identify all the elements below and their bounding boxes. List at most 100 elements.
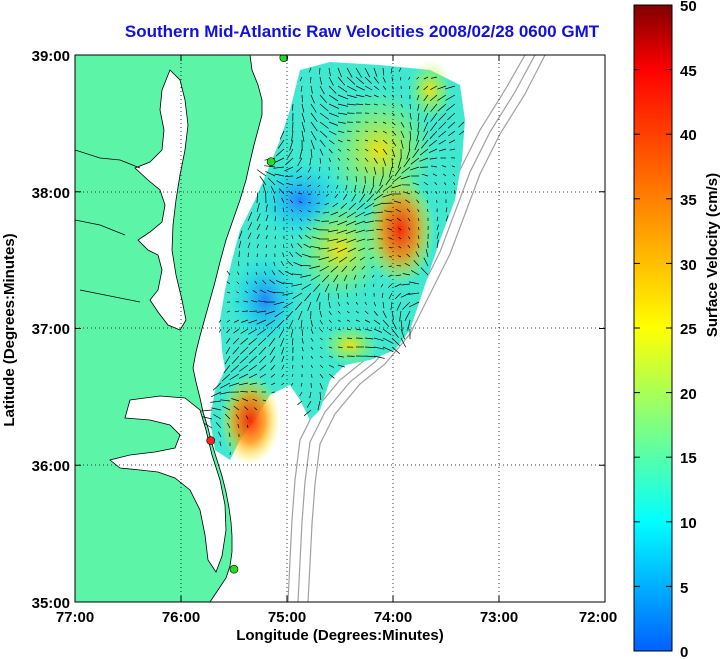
velocity-arrow bbox=[373, 139, 378, 143]
velocity-arrow bbox=[355, 229, 366, 234]
velocity-arrow bbox=[408, 292, 420, 295]
y-tick-label: 39:00 bbox=[32, 48, 70, 65]
velocity-arrow bbox=[226, 319, 231, 323]
velocity-arrow bbox=[224, 413, 231, 420]
velocity-arrow bbox=[409, 281, 420, 285]
y-tick-label: 36:00 bbox=[32, 458, 70, 475]
velocity-arrow bbox=[245, 281, 249, 285]
velocity-arrow bbox=[346, 76, 356, 85]
velocity-arrow bbox=[345, 229, 357, 235]
velocity-arrow bbox=[373, 85, 380, 91]
velocity-arrow bbox=[241, 319, 249, 323]
velocity-arrow bbox=[362, 274, 366, 279]
velocity-arrow bbox=[297, 400, 303, 406]
colorbar-tick-label: 45 bbox=[680, 63, 697, 80]
velocity-arrow bbox=[310, 139, 315, 150]
velocity-arrow bbox=[307, 210, 312, 213]
velocity-arrow bbox=[259, 175, 267, 186]
velocity-arrow bbox=[355, 292, 358, 297]
velocity-arrow bbox=[291, 382, 294, 386]
velocity-arrow bbox=[234, 310, 240, 313]
velocity-arrow bbox=[337, 310, 341, 314]
velocity-arrow bbox=[237, 271, 240, 276]
velocity-arrow bbox=[220, 382, 231, 389]
colorbar-tick-label: 15 bbox=[680, 450, 697, 467]
velocity-arrow bbox=[363, 211, 375, 216]
velocity-arrow bbox=[226, 328, 231, 334]
velocity-arrow bbox=[404, 262, 411, 267]
velocity-arrow bbox=[349, 256, 357, 262]
velocity-arrow bbox=[283, 301, 294, 309]
velocity-arrow bbox=[264, 165, 276, 168]
velocity-arrow bbox=[328, 130, 337, 136]
velocity-arrow bbox=[413, 260, 420, 267]
velocity-arrow bbox=[400, 103, 404, 108]
velocity-arrow bbox=[318, 247, 330, 250]
velocity-arrow bbox=[260, 382, 267, 385]
velocity-arrow bbox=[259, 364, 267, 371]
velocity-arrow bbox=[300, 274, 312, 278]
velocity-arrow bbox=[282, 252, 285, 258]
velocity-arrow bbox=[380, 274, 384, 278]
velocity-arrow bbox=[425, 190, 429, 195]
velocity-arrow bbox=[355, 148, 359, 151]
velocity-arrow bbox=[430, 112, 438, 122]
velocity-arrow bbox=[256, 169, 267, 177]
colorbar-tick-label: 30 bbox=[680, 257, 697, 274]
colorbar bbox=[633, 4, 673, 652]
velocity-arrow bbox=[337, 328, 342, 331]
velocity-arrow bbox=[289, 199, 294, 204]
x-tick-label: 72:00 bbox=[579, 609, 617, 626]
velocity-arrow bbox=[346, 328, 351, 331]
velocity-arrow bbox=[233, 405, 240, 411]
velocity-arrow bbox=[300, 382, 303, 387]
velocity-arrow bbox=[423, 257, 429, 267]
velocity-arrow bbox=[248, 355, 258, 364]
velocity-arrow bbox=[299, 148, 303, 160]
velocity-arrow bbox=[292, 292, 303, 299]
velocity-arrow bbox=[421, 173, 429, 177]
velocity-arrow bbox=[430, 85, 438, 91]
velocity-arrow bbox=[301, 253, 312, 258]
velocity-arrow bbox=[247, 424, 249, 429]
velocity-arrow bbox=[249, 382, 258, 385]
velocity-arrow bbox=[417, 103, 420, 111]
velocity-arrow bbox=[451, 165, 456, 168]
velocity-arrow bbox=[328, 103, 340, 109]
velocity-arrow bbox=[335, 283, 339, 291]
velocity-arrow bbox=[382, 121, 387, 124]
velocity-arrow bbox=[309, 157, 312, 166]
velocity-arrow bbox=[297, 157, 303, 167]
velocity-arrow bbox=[343, 274, 348, 282]
velocity-arrow bbox=[239, 364, 249, 372]
velocity-arrow bbox=[278, 328, 285, 338]
velocity-arrow bbox=[228, 382, 240, 387]
velocity-arrow bbox=[328, 301, 331, 308]
velocity-arrow bbox=[218, 319, 222, 323]
velocity-arrow bbox=[391, 328, 399, 338]
velocity-arrow bbox=[330, 265, 339, 273]
velocity-arrow bbox=[310, 245, 321, 249]
velocity-arrow bbox=[285, 310, 294, 320]
map-title: Southern Mid-Atlantic Raw Velocities 200… bbox=[124, 22, 600, 41]
velocity-arrow bbox=[265, 225, 269, 231]
velocity-arrow bbox=[346, 211, 357, 218]
velocity-arrow bbox=[229, 373, 240, 380]
velocity-arrow bbox=[317, 175, 321, 180]
velocity-arrow bbox=[400, 112, 404, 118]
velocity-arrow bbox=[277, 139, 285, 149]
velocity-arrow bbox=[237, 423, 240, 429]
velocity-arrow bbox=[355, 211, 366, 218]
velocity-arrow bbox=[448, 130, 456, 137]
velocity-arrow bbox=[361, 265, 366, 270]
velocity-arrow bbox=[382, 103, 386, 106]
velocity-arrow bbox=[291, 283, 303, 287]
velocity-arrow bbox=[359, 193, 366, 203]
hf-radar-station bbox=[229, 564, 239, 574]
velocity-arrow bbox=[300, 85, 303, 92]
velocity-arrow bbox=[270, 373, 276, 378]
velocity-arrow bbox=[282, 207, 285, 213]
velocity-arrow bbox=[416, 199, 420, 204]
velocity-arrow bbox=[337, 130, 345, 134]
velocity-arrow bbox=[307, 175, 312, 180]
